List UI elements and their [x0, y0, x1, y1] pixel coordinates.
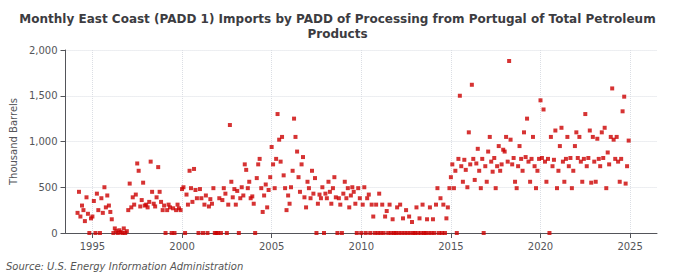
svg-text:Products: Products — [307, 27, 367, 41]
svg-text:2000: 2000 — [169, 241, 194, 252]
svg-text:1995: 1995 — [80, 241, 105, 252]
svg-text:2025: 2025 — [617, 241, 642, 252]
svg-text:Monthly East Coast (PADD 1) Im: Monthly East Coast (PADD 1) Imports by P… — [19, 12, 655, 26]
svg-text:1,500: 1,500 — [29, 90, 58, 101]
svg-text:1,000: 1,000 — [29, 136, 58, 147]
svg-text:500: 500 — [38, 182, 57, 193]
svg-text:2010: 2010 — [349, 241, 374, 252]
svg-text:2005: 2005 — [259, 241, 284, 252]
svg-text:2020: 2020 — [528, 241, 553, 252]
svg-text:2,000: 2,000 — [29, 45, 58, 56]
svg-text:Thousand Barrels: Thousand Barrels — [8, 98, 19, 186]
svg-text:Source: U.S. Energy Informatio: Source: U.S. Energy Information Administ… — [6, 261, 243, 272]
svg-text:0: 0 — [51, 228, 57, 239]
svg-text:2015: 2015 — [438, 241, 463, 252]
